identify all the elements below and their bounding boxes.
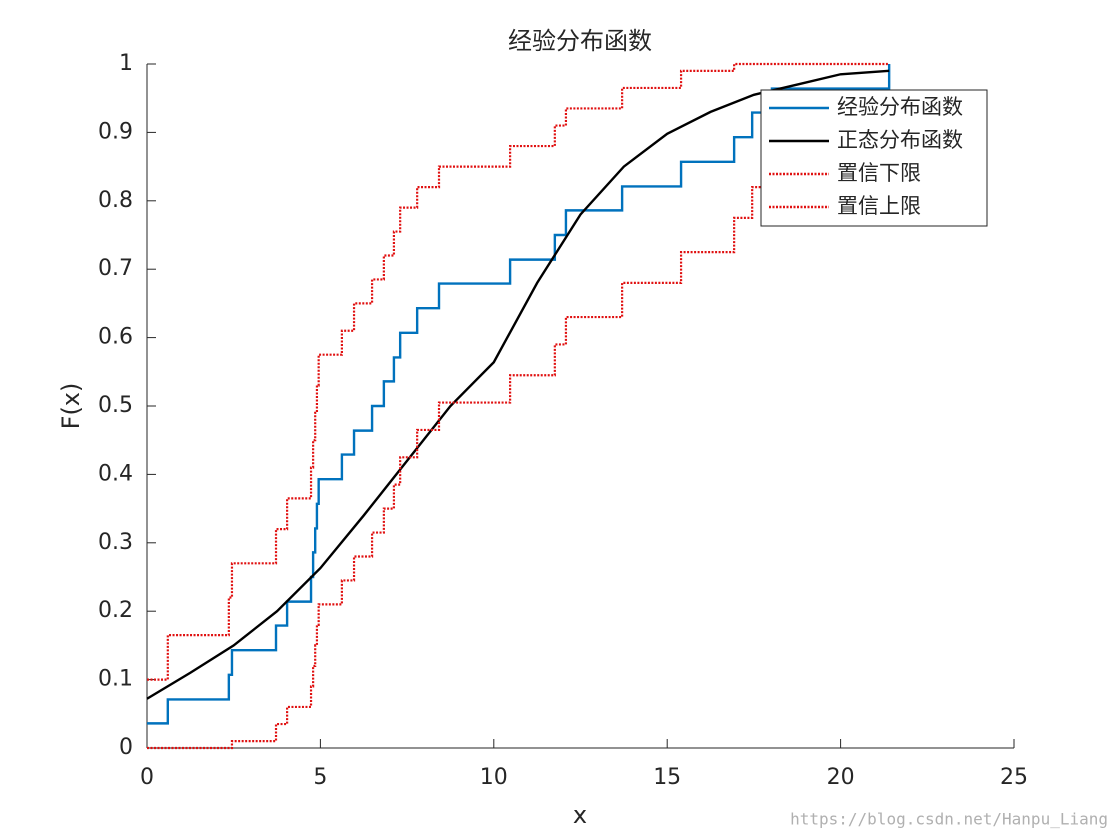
legend-box [760, 89, 988, 227]
watermark: https://blog.csdn.net/Hanpu_Liang [790, 810, 1108, 829]
chart-title: 经验分布函数 [508, 27, 652, 55]
y-tick-label: 0.2 [98, 598, 133, 623]
legend-label: 经验分布函数 [837, 95, 963, 119]
x-tick-label: 10 [480, 765, 508, 790]
legend-label: 置信下限 [837, 161, 921, 185]
x-tick-label: 25 [1000, 765, 1028, 790]
series-line [147, 64, 891, 725]
y-tick-label: 0.1 [98, 667, 133, 692]
series-line [147, 151, 890, 750]
y-tick-label: 0.6 [98, 325, 133, 350]
y-tick-label: 0 [119, 735, 133, 760]
y-tick-label: 0.4 [98, 461, 133, 486]
legend-label: 置信上限 [837, 194, 921, 218]
x-axis-label: x [573, 801, 587, 829]
x-tick-label: 20 [827, 765, 855, 790]
y-tick-label: 0.9 [98, 119, 133, 144]
y-tick-label: 0.5 [98, 393, 133, 418]
y-tick-label: 0.8 [98, 188, 133, 213]
x-tick-label: 0 [140, 765, 154, 790]
series-line [147, 62, 890, 681]
x-tick-label: 5 [313, 765, 327, 790]
y-tick-label: 1 [119, 51, 133, 76]
y-tick-label: 0.7 [98, 256, 133, 281]
legend-label: 正态分布函数 [837, 128, 963, 152]
y-tick-label: 0.3 [98, 530, 133, 555]
y-axis-label: F(x) [57, 383, 85, 430]
x-tick-label: 15 [653, 765, 681, 790]
